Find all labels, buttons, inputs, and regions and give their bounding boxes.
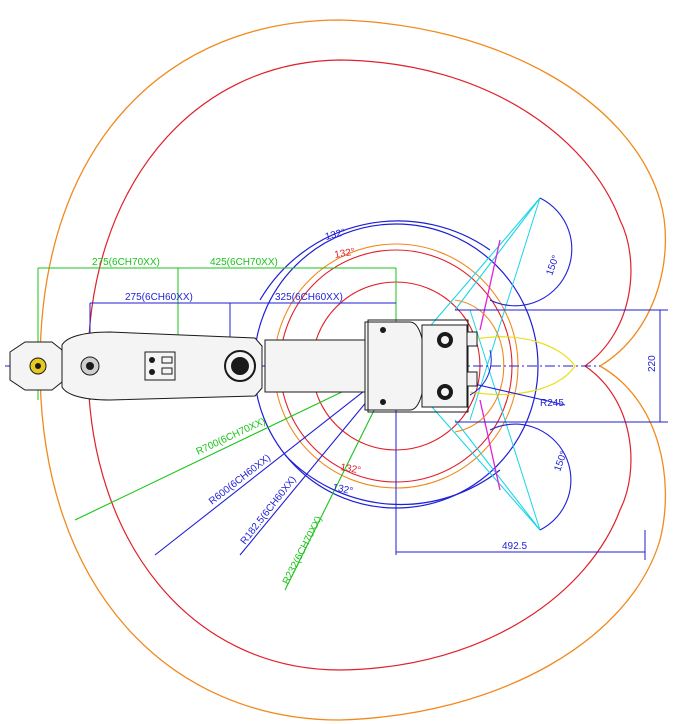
dim-220 [455,309,668,423]
label-r182: R182.5(6CH60XX) [239,474,299,546]
dim-425-70xx: 425(6CH70XX) [210,257,278,268]
angle-right-top: 150° [544,254,561,277]
r600-line [154,365,397,556]
arc-blue-bottom [284,454,501,506]
robot-arm [9,319,478,413]
angle-top-outer: 132° [324,227,347,243]
dim-220-label: 220 [647,355,658,372]
dim-275-70xx: 275(6CH70XX) [92,257,160,268]
angle-top-inner: 132° [334,247,356,261]
angle-bot-inner: 132° [339,462,361,476]
dim-325-60xx: 325(6CH60XX) [275,292,343,303]
arc-blue-top [259,220,491,301]
label-r600: R600(6CH60XX) [207,452,273,507]
right-cones [395,197,576,531]
label-r245: R245 [540,398,564,409]
dim-275-60xx: 275(6CH60XX) [125,292,193,303]
label-r232: R232(6CH70XX) [281,515,325,587]
dim-492-label: 492.5 [502,541,527,552]
angle-bot-outer: 132° [331,482,354,497]
label-r700: R700(6CH70XX) [195,416,268,458]
dim-492 [396,530,646,560]
